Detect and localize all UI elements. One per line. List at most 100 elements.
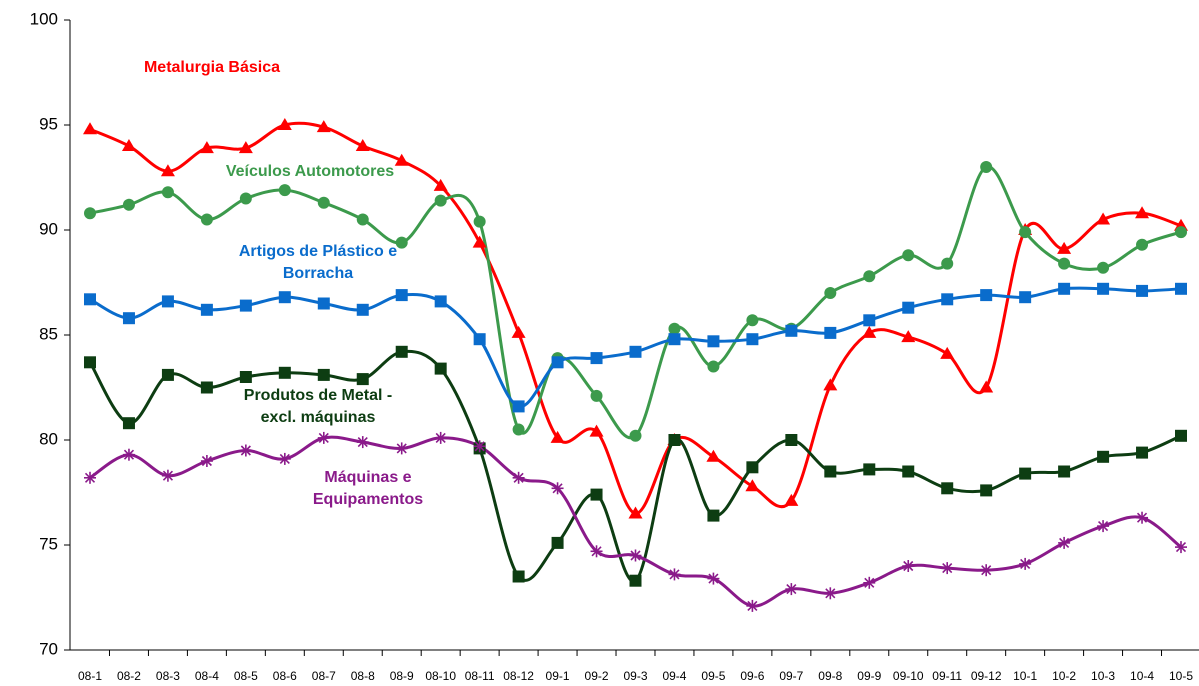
marker bbox=[1097, 261, 1110, 274]
marker bbox=[980, 289, 993, 302]
marker bbox=[863, 576, 876, 589]
marker bbox=[356, 436, 369, 449]
marker bbox=[824, 465, 837, 478]
x-tick-label: 08-12 bbox=[503, 669, 534, 683]
marker bbox=[550, 430, 565, 443]
marker bbox=[278, 291, 291, 304]
marker bbox=[941, 293, 954, 306]
marker bbox=[161, 295, 174, 308]
marker bbox=[433, 178, 448, 191]
x-tick-label: 09-8 bbox=[818, 669, 842, 683]
marker bbox=[1136, 238, 1149, 251]
marker-stroke bbox=[1020, 558, 1031, 569]
marker bbox=[863, 314, 876, 327]
marker bbox=[278, 452, 291, 465]
y-tick-label: 90 bbox=[39, 219, 58, 238]
marker bbox=[239, 371, 252, 383]
x-tick-label: 09-3 bbox=[623, 669, 647, 683]
marker-stroke bbox=[981, 565, 992, 576]
marker bbox=[863, 463, 876, 476]
marker-stroke bbox=[864, 577, 875, 588]
marker bbox=[1058, 282, 1071, 295]
marker bbox=[317, 297, 330, 310]
marker bbox=[551, 356, 564, 369]
marker bbox=[668, 434, 681, 446]
marker bbox=[160, 164, 175, 177]
marker bbox=[317, 431, 330, 444]
marker bbox=[590, 488, 603, 501]
marker-stroke bbox=[786, 584, 797, 595]
x-tick-label: 08-6 bbox=[273, 669, 297, 683]
marker-stroke bbox=[474, 441, 485, 452]
marker bbox=[473, 440, 486, 453]
marker-stroke bbox=[1059, 537, 1070, 548]
x-tick-label: 10-5 bbox=[1169, 669, 1193, 683]
marker-stroke bbox=[903, 560, 914, 572]
x-tick-label: 08-10 bbox=[425, 669, 456, 683]
marker-stroke bbox=[825, 588, 836, 599]
marker bbox=[472, 235, 487, 248]
marker bbox=[200, 303, 213, 316]
marker bbox=[1136, 511, 1149, 524]
series-label: Artigos de Plástico e Borracha bbox=[238, 243, 398, 282]
series-label: Produtos de Metal - excl. máquinas bbox=[243, 387, 393, 426]
marker bbox=[84, 356, 96, 369]
marker bbox=[1019, 226, 1032, 239]
marker bbox=[122, 198, 135, 211]
marker bbox=[122, 417, 135, 430]
x-tick-label: 10-2 bbox=[1052, 669, 1076, 683]
marker bbox=[902, 560, 915, 572]
x-tick-label: 08-11 bbox=[465, 669, 495, 683]
marker bbox=[161, 186, 174, 199]
marker bbox=[785, 583, 798, 596]
marker bbox=[980, 564, 993, 577]
marker bbox=[629, 549, 642, 562]
marker bbox=[512, 471, 525, 484]
marker bbox=[746, 314, 759, 327]
x-tick-label: 09-12 bbox=[971, 669, 1002, 683]
marker bbox=[1136, 284, 1149, 297]
marker bbox=[902, 465, 915, 478]
marker bbox=[122, 448, 135, 461]
x-tick-label: 08-8 bbox=[351, 669, 375, 683]
marker bbox=[434, 194, 447, 207]
marker bbox=[84, 207, 96, 220]
marker bbox=[356, 213, 369, 226]
marker-stroke bbox=[240, 445, 251, 456]
marker bbox=[551, 536, 564, 549]
marker-stroke bbox=[942, 563, 953, 574]
marker bbox=[1019, 557, 1032, 570]
marker bbox=[746, 333, 759, 346]
marker bbox=[199, 141, 214, 154]
marker bbox=[278, 184, 291, 197]
marker bbox=[824, 587, 837, 600]
x-tick-label: 10-3 bbox=[1091, 669, 1115, 683]
marker bbox=[1175, 541, 1187, 554]
marker bbox=[824, 326, 837, 339]
marker bbox=[785, 324, 798, 337]
marker-stroke bbox=[1098, 521, 1109, 532]
marker bbox=[1058, 465, 1071, 478]
x-tick-label: 08-4 bbox=[195, 669, 219, 683]
series-label: Veículos Automotores bbox=[225, 163, 395, 180]
marker bbox=[746, 461, 759, 474]
marker bbox=[745, 479, 760, 492]
marker bbox=[317, 196, 330, 209]
marker bbox=[706, 449, 721, 462]
marker bbox=[121, 139, 136, 151]
marker bbox=[707, 572, 720, 585]
x-tick-label: 08-5 bbox=[234, 669, 258, 683]
marker bbox=[239, 444, 252, 457]
marker-stroke bbox=[396, 443, 407, 454]
marker bbox=[1057, 241, 1072, 254]
marker bbox=[473, 215, 486, 228]
marker bbox=[200, 213, 213, 226]
marker bbox=[863, 270, 876, 283]
marker bbox=[395, 289, 408, 302]
marker bbox=[1058, 536, 1071, 549]
series-label: Máquinas e Equipamentos bbox=[312, 469, 424, 508]
x-tick-label: 10-1 bbox=[1013, 669, 1037, 683]
marker-stroke bbox=[201, 455, 212, 467]
marker bbox=[824, 287, 837, 299]
marker bbox=[395, 442, 408, 455]
